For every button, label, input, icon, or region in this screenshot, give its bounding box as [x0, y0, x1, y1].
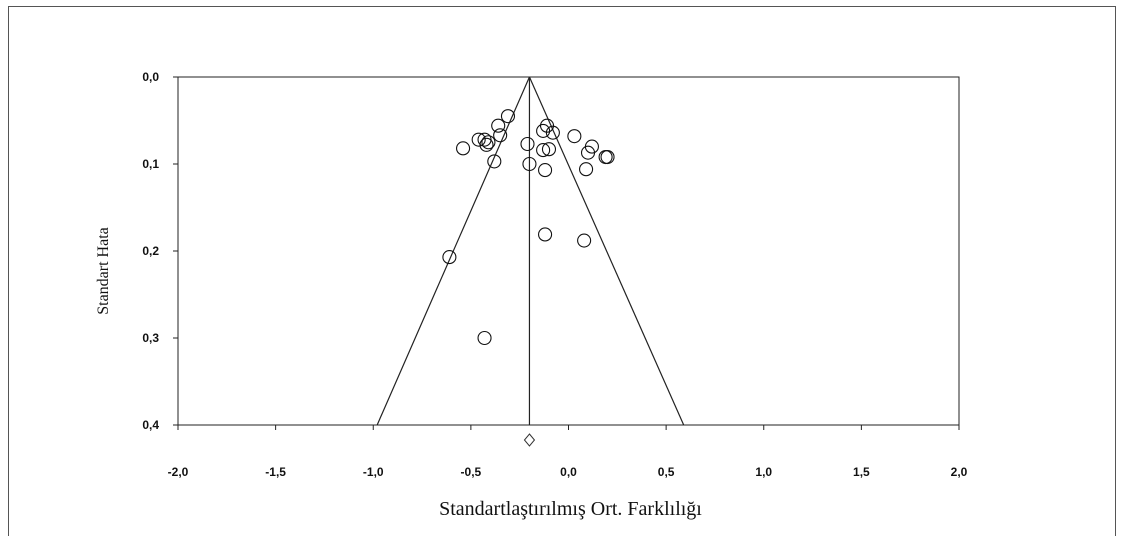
- study-point: [577, 233, 592, 248]
- x-axis-label: Standartlaştırılmış Ort. Farklılığı: [439, 498, 702, 520]
- study-point: [491, 118, 506, 133]
- study-point: [481, 135, 496, 150]
- study-point: [477, 330, 492, 346]
- study-point: [538, 227, 553, 242]
- funnel-right-line: [528, 76, 685, 426]
- y-tick-label: 0,3: [142, 331, 159, 345]
- x-tick-label: -1,5: [265, 465, 286, 479]
- study-point: [536, 123, 551, 138]
- data-points: [442, 109, 615, 346]
- funnel-lines: [376, 76, 685, 447]
- study-point: [493, 128, 508, 143]
- x-axis-ticks: -2,0 -1,5 -1,0 -0,5 0,0 0,5 1,0 1,5 2,0: [168, 425, 968, 479]
- x-tick-label: -0,5: [461, 465, 482, 479]
- study-point: [487, 154, 502, 169]
- study-point: [580, 145, 596, 160]
- figure-frame: [8, 6, 1116, 536]
- study-point: [500, 109, 516, 124]
- y-tick-label: 0,1: [142, 157, 159, 171]
- study-point: [536, 143, 551, 158]
- y-axis-ticks: 0,0 0,1 0,2 0,3 0,4: [142, 70, 178, 432]
- y-tick-label: 0,0: [142, 70, 159, 84]
- x-tick-label: -1,0: [363, 465, 384, 479]
- study-point: [520, 136, 535, 152]
- study-point: [479, 137, 494, 152]
- x-tick-label: 1,0: [755, 465, 772, 479]
- x-tick-label: 1,5: [853, 465, 870, 479]
- summary-diamond: [523, 433, 536, 447]
- funnel-left-line: [376, 76, 530, 426]
- x-tick-label: 0,5: [658, 465, 675, 479]
- study-point: [442, 250, 457, 265]
- study-point: [522, 156, 537, 172]
- y-axis-label: Standart Hata: [95, 227, 112, 315]
- study-point: [545, 125, 560, 140]
- x-tick-label: -2,0: [168, 465, 189, 479]
- y-tick-label: 0,4: [142, 418, 159, 432]
- plot-area: [177, 76, 960, 426]
- x-tick-label: 2,0: [951, 465, 968, 479]
- study-point: [471, 132, 486, 147]
- study-point: [541, 142, 557, 157]
- y-tick-label: 0,2: [142, 244, 159, 258]
- study-point: [579, 162, 594, 177]
- x-tick-label: 0,0: [560, 465, 577, 479]
- study-point: [538, 163, 553, 178]
- study-point: [600, 149, 615, 165]
- study-point: [567, 129, 582, 144]
- study-point: [456, 141, 471, 156]
